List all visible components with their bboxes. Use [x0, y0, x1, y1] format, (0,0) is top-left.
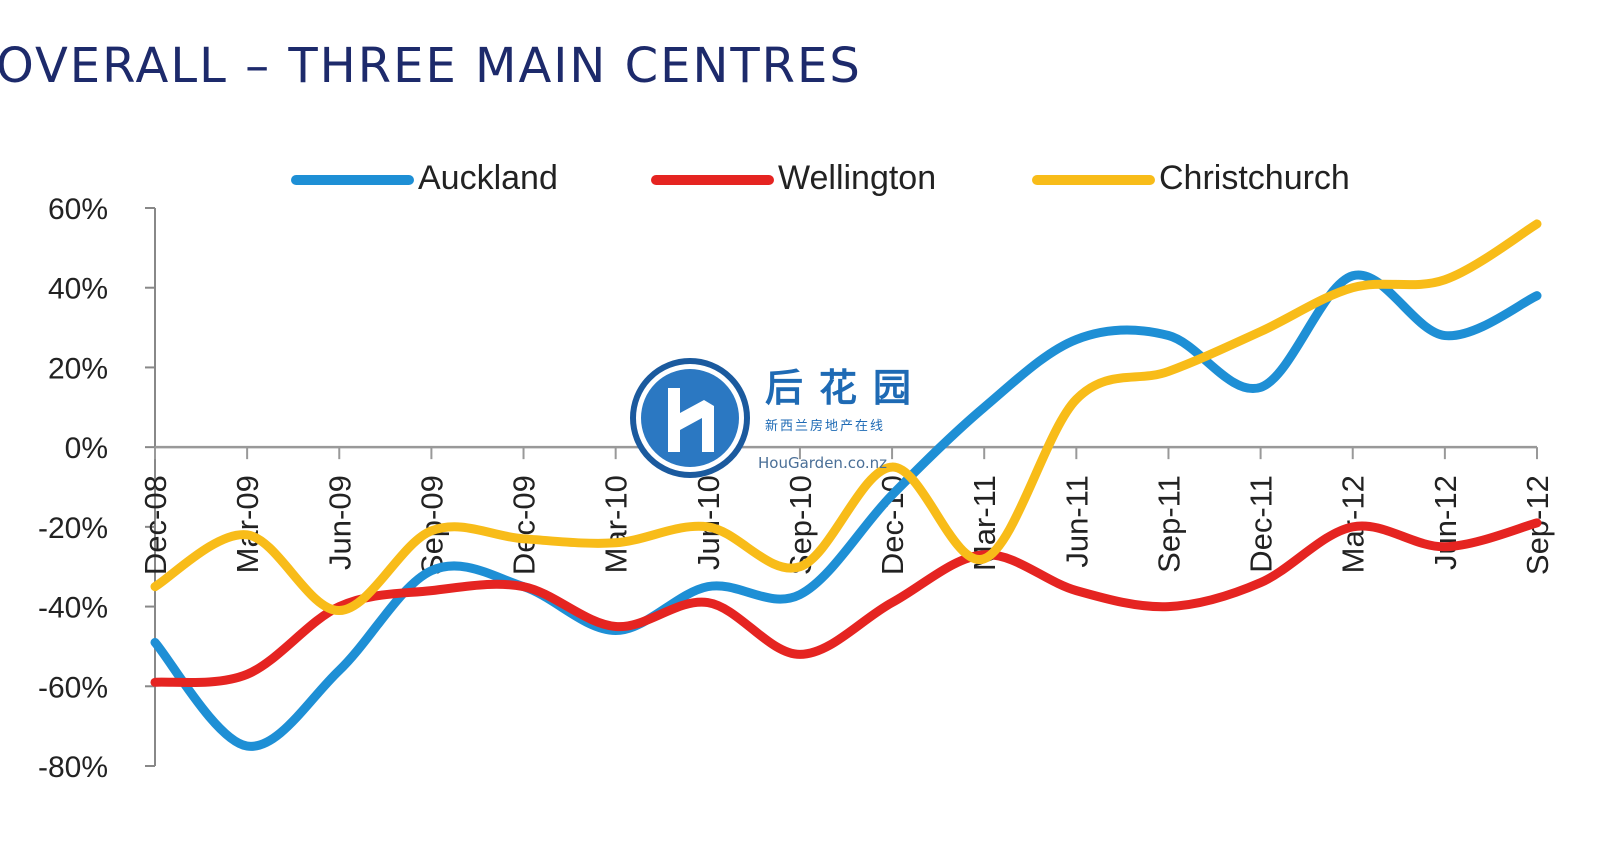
logo-cn-name: 后花园 [765, 366, 927, 410]
x-tick-label: Jun-09 [322, 475, 357, 570]
y-tick-label: -80% [38, 751, 108, 784]
legend-label-wellington: Wellington [778, 159, 936, 197]
series-line-wellington [150, 518, 1542, 688]
x-tick-label: Dec-09 [507, 475, 542, 575]
series-line-christchurch [150, 219, 1542, 616]
y-tick-label: 40% [48, 273, 108, 306]
x-tick-label: Jun-11 [1059, 475, 1094, 567]
x-tick-label: Mar-10 [599, 475, 634, 573]
x-tick-label: Dec-11 [1244, 475, 1279, 573]
y-tick-label: 20% [48, 352, 108, 385]
axes: -80% -60% -40% -20% 0% 20% 40% 60% Dec-08 Mar-09 J… [38, 193, 1555, 784]
y-tick-label: 60% [48, 193, 108, 226]
y-tick-label: -40% [38, 592, 108, 625]
chart-title: OVERALL – THREE MAIN CENTRES [0, 38, 862, 94]
series-line-auckland [150, 270, 1542, 751]
logo-cn-subtitle: 新西兰房地产在线 [765, 418, 885, 434]
x-tick-label: Mar-09 [230, 475, 265, 573]
house-h-icon [668, 388, 714, 452]
x-tick-label: Sep-11 [1151, 475, 1186, 573]
legend-label-auckland: Auckland [418, 159, 558, 197]
y-tick-label: 0% [65, 432, 108, 465]
series-lines [150, 219, 1542, 751]
y-tick-label: -60% [38, 671, 108, 704]
legend: Auckland Wellington Christchurch [291, 159, 1350, 197]
legend-label-christchurch: Christchurch [1159, 159, 1350, 197]
x-tick-label: Jun-12 [1428, 475, 1463, 570]
x-tick-label: Dec-08 [138, 475, 173, 575]
y-tick-label: -20% [38, 512, 108, 545]
watermark-logo: 后花园 新西兰房地产在线 HouGarden.co.nz [630, 358, 927, 478]
logo-url: HouGarden.co.nz [758, 454, 887, 472]
